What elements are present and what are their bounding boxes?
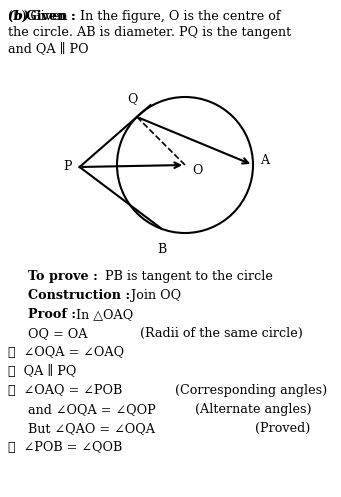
Text: PB is tangent to the circle: PB is tangent to the circle [105,270,273,283]
Text: Q: Q [128,92,138,105]
Text: Given :: Given : [26,10,75,23]
Text: O: O [192,164,202,176]
Text: ∴  ∠OQA = ∠OAQ: ∴ ∠OQA = ∠OAQ [8,346,124,359]
Text: B: B [157,243,166,256]
Text: To prove :: To prove : [28,270,98,283]
Text: (b) Given : In the figure, O is the centre of: (b) Given : In the figure, O is the cent… [8,10,281,23]
Text: But ∠QAO = ∠OQA: But ∠QAO = ∠OQA [28,422,155,435]
Text: (Proved): (Proved) [255,422,310,435]
Text: and QA ∥ PO: and QA ∥ PO [8,42,89,55]
Text: and ∠OQA = ∠QOP: and ∠OQA = ∠QOP [28,403,156,416]
Text: the circle. AB is diameter. PQ is the tangent: the circle. AB is diameter. PQ is the ta… [8,26,291,39]
Text: (Alternate angles): (Alternate angles) [195,403,312,416]
Text: P: P [63,161,72,173]
Text: (Corresponding angles): (Corresponding angles) [175,384,327,397]
Text: Construction :: Construction : [28,289,130,302]
Text: Join OQ: Join OQ [131,289,181,302]
Text: ∴  ∠POB = ∠QOB: ∴ ∠POB = ∠QOB [8,441,122,454]
Text: (Radii of the same circle): (Radii of the same circle) [140,327,303,340]
Text: ∷  QA ∥ PQ: ∷ QA ∥ PQ [8,365,76,378]
Text: (b): (b) [8,10,33,23]
Text: OQ = OA: OQ = OA [28,327,88,340]
Text: ∴  ∠OAQ = ∠POB: ∴ ∠OAQ = ∠POB [8,384,122,397]
Text: A: A [261,154,269,166]
Text: Proof :: Proof : [28,308,76,321]
Text: In △OAQ: In △OAQ [76,308,133,321]
